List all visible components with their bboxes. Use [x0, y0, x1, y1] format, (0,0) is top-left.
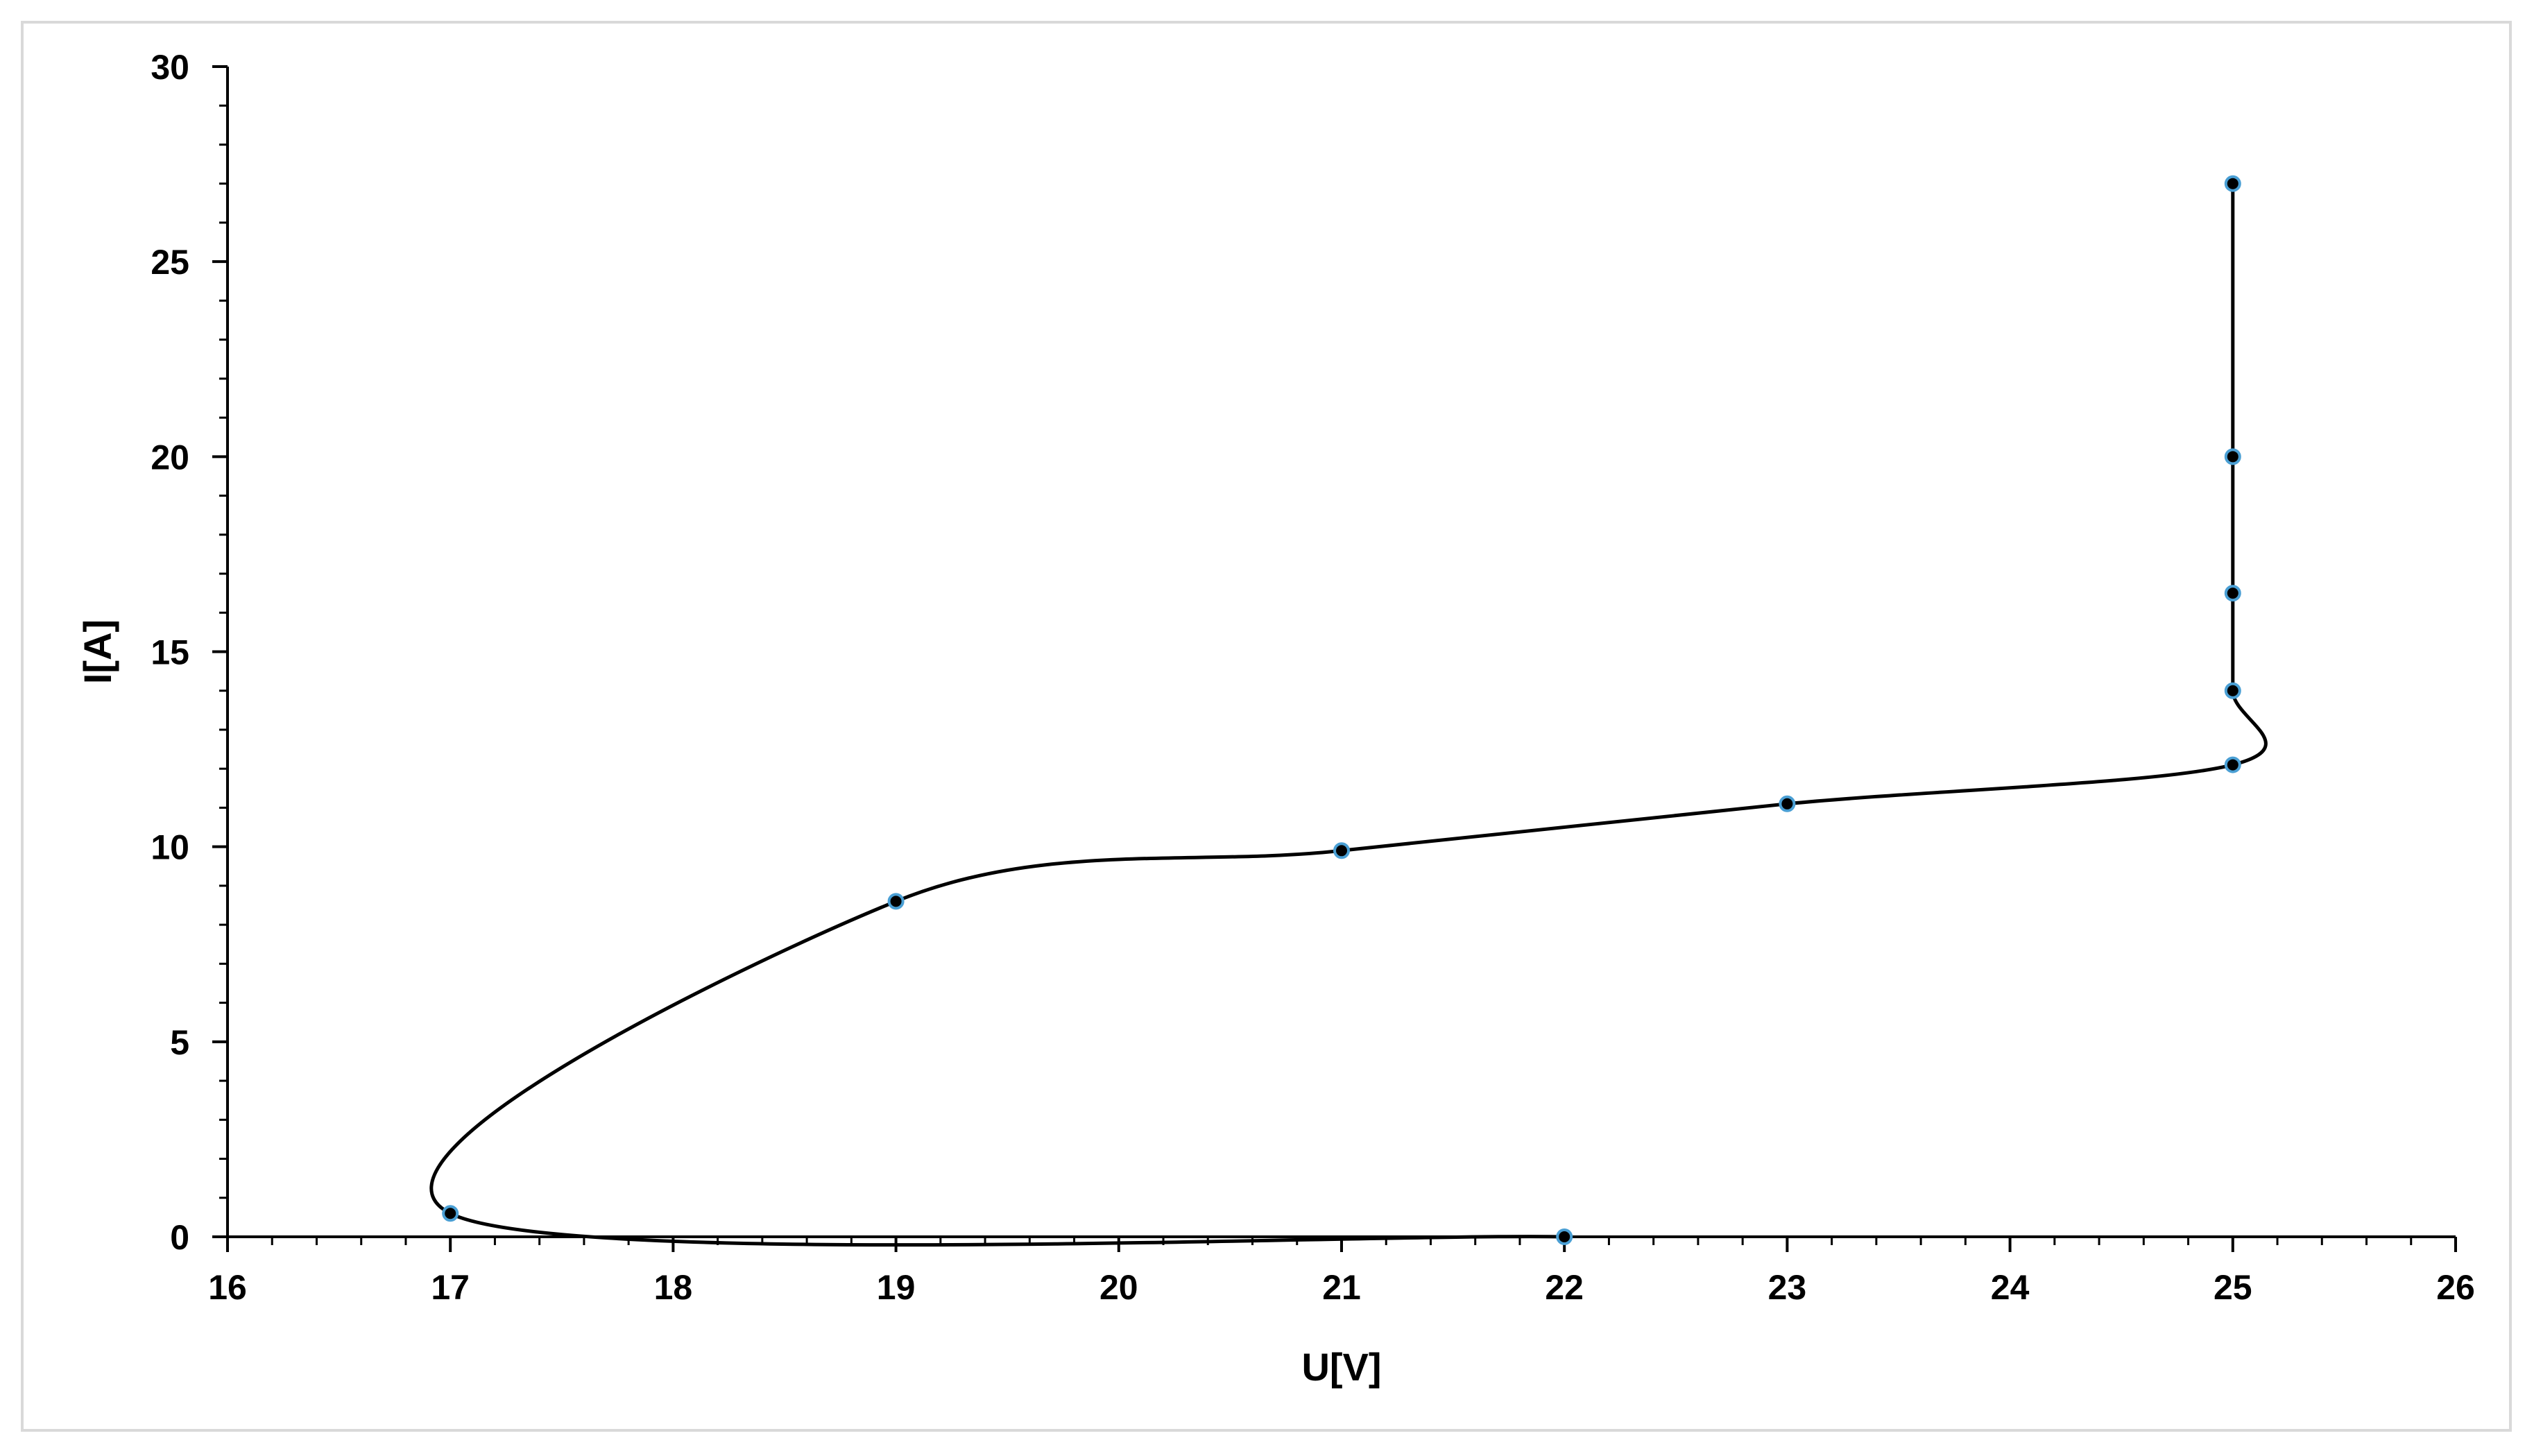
data-point	[2224, 585, 2241, 602]
tick-marks	[212, 65, 2457, 1252]
x-tick-label: 23	[1768, 1268, 1807, 1307]
x-axis-title: U[V]	[1301, 1345, 1381, 1389]
x-tick-label: 16	[208, 1268, 247, 1307]
x-tick-label: 17	[431, 1268, 470, 1307]
series-line	[429, 183, 2268, 1247]
y-tick-label: 25	[151, 243, 189, 282]
y-tick-label: 10	[151, 828, 189, 867]
x-tick-label: 21	[1322, 1268, 1361, 1307]
series-curve-layer	[429, 183, 2268, 1247]
x-tick-label: 25	[2214, 1268, 2252, 1307]
axes	[226, 67, 2456, 1238]
x-tick-label: 19	[877, 1268, 916, 1307]
tick-labels: 16 17 18 19 20 21 22 23 24 25 26 0 5 10 15 20 25 30	[151, 48, 2474, 1307]
y-tick-label: 15	[151, 633, 189, 672]
y-tick-label: 30	[151, 48, 189, 87]
data-point	[1779, 795, 1796, 812]
chart-frame	[21, 21, 2512, 1432]
x-tick-label: 22	[1545, 1268, 1584, 1307]
data-point	[1556, 1228, 1573, 1245]
data-point	[1333, 842, 1350, 859]
y-tick-label: 5	[170, 1023, 189, 1062]
y-axis-title: I[A]	[76, 619, 119, 684]
data-point	[887, 893, 905, 910]
y-tick-label: 20	[151, 438, 189, 477]
x-tick-label: 24	[1991, 1268, 2030, 1307]
data-point	[2224, 682, 2241, 699]
data-point	[442, 1205, 459, 1222]
data-points	[442, 175, 2241, 1245]
x-tick-label: 26	[2436, 1268, 2475, 1307]
x-tick-label: 20	[1099, 1268, 1138, 1307]
data-point	[2224, 448, 2241, 465]
data-point	[2224, 175, 2241, 192]
data-point	[2224, 756, 2241, 773]
y-tick-label: 0	[170, 1218, 189, 1257]
x-tick-label: 18	[654, 1268, 693, 1307]
